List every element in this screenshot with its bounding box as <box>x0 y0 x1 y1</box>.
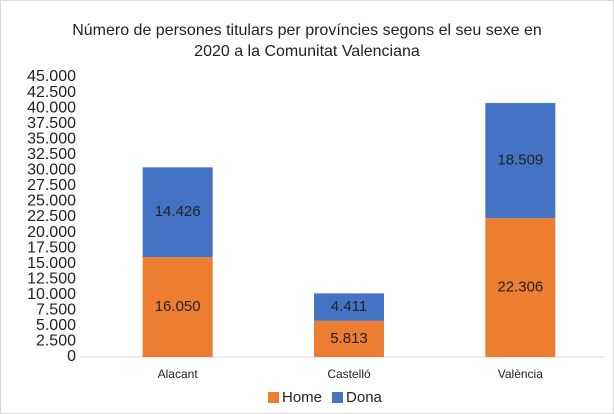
data-label: 16.050 <box>155 298 201 315</box>
y-tick-label: 0 <box>67 348 76 365</box>
y-tick-label: 10.000 <box>27 286 76 303</box>
y-tick-label: 7.500 <box>36 302 76 319</box>
x-tick-label: València <box>498 367 543 381</box>
y-tick-label: 42.500 <box>27 84 76 101</box>
bar-segment <box>142 257 213 357</box>
bar-segment <box>314 293 384 321</box>
data-label: 18.509 <box>497 152 543 169</box>
y-tick-label: 20.000 <box>27 224 76 241</box>
bar-segment <box>485 218 556 357</box>
bar-segment <box>485 103 556 219</box>
data-label: 22.306 <box>497 279 543 296</box>
y-tick-label: 27.500 <box>27 177 76 194</box>
y-tick-label: 22.500 <box>27 208 76 225</box>
bar-segment <box>142 167 213 258</box>
data-label: 14.426 <box>155 203 201 220</box>
legend-label: Home <box>282 389 322 406</box>
y-tick-label: 17.500 <box>27 239 76 256</box>
y-tick-label: 32.500 <box>27 146 76 163</box>
legend-swatch <box>332 392 344 403</box>
legend-label: Dona <box>346 389 383 406</box>
y-tick-label: 5.000 <box>36 317 76 334</box>
y-tick-label: 12.500 <box>27 270 76 287</box>
y-tick-label: 30.000 <box>27 162 76 179</box>
data-label: 4.411 <box>331 298 367 315</box>
legend-swatch <box>268 392 279 403</box>
y-tick-label: 37.500 <box>27 115 76 132</box>
bar-segment <box>314 320 384 357</box>
y-tick-label: 40.000 <box>27 99 76 116</box>
x-tick-label: Castelló <box>327 367 371 381</box>
y-tick-label: 35.000 <box>27 130 76 147</box>
chart-title: Número de persones titulars per provínci… <box>72 22 542 60</box>
x-tick-label: Alacant <box>158 367 199 381</box>
y-tick-label: 15.000 <box>27 255 76 272</box>
y-tick-label: 45.000 <box>27 68 76 85</box>
y-tick-label: 25.000 <box>27 193 76 210</box>
data-label: 5.813 <box>330 330 368 347</box>
y-tick-label: 2.500 <box>36 333 76 350</box>
